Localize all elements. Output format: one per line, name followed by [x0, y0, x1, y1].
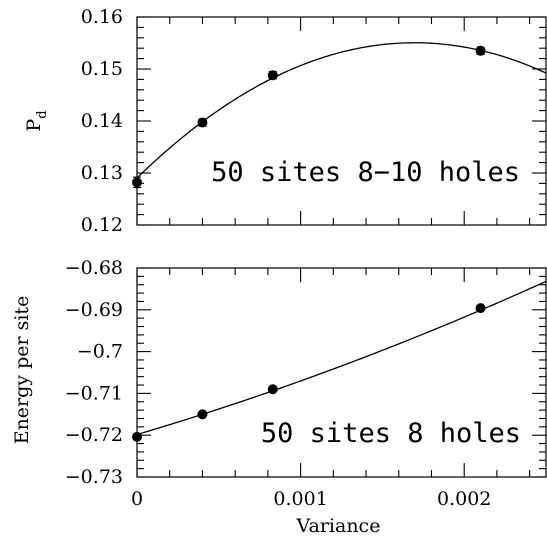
x-tick-label: 0.001 — [273, 488, 327, 510]
data-point — [267, 70, 278, 81]
y-axis-label-subscript: d — [35, 110, 50, 118]
data-point — [475, 303, 486, 314]
bottom-panel: −0.73 −0.72 −0.71 −0.7 −0.69 −0.68 0 0.001 0.002… — [11, 257, 547, 537]
y-tick-label: −0.73 — [65, 466, 123, 488]
y-tick-label: −0.69 — [65, 299, 123, 321]
data-point — [132, 177, 142, 188]
data-point — [197, 117, 208, 128]
plot-frame — [136, 267, 547, 478]
y-axis-label: Pd — [23, 110, 50, 131]
y-tick-label: 0.16 — [81, 6, 123, 28]
data-point — [267, 384, 278, 395]
y-tick-label: 0.13 — [81, 162, 123, 184]
y-tick-label: 0.12 — [81, 214, 123, 236]
y-tick-label: −0.7 — [77, 341, 123, 363]
data-point — [197, 409, 208, 420]
x-tick-label: 0.002 — [437, 488, 491, 510]
data-point — [132, 431, 142, 442]
y-axis-label-main: P — [23, 119, 45, 132]
top-panel: 0.12 0.13 0.14 0.15 0.16 Pd 50 sites 8−10 hole… — [23, 6, 547, 236]
panel-annotation: 50 sites 8−10 holes — [211, 157, 520, 188]
y-tick-label: −0.72 — [65, 424, 123, 446]
x-axis-label: Variance — [296, 515, 381, 537]
y-axis-label: Energy per site — [11, 296, 33, 445]
x-tick-label: 0 — [131, 488, 143, 510]
y-tick-label: −0.71 — [65, 382, 123, 404]
data-point — [475, 45, 486, 56]
y-tick-label: 0.15 — [81, 58, 123, 80]
panel-annotation: 50 sites 8 holes — [261, 418, 521, 449]
y-tick-label: 0.14 — [81, 110, 123, 132]
y-tick-label: −0.68 — [65, 257, 123, 279]
